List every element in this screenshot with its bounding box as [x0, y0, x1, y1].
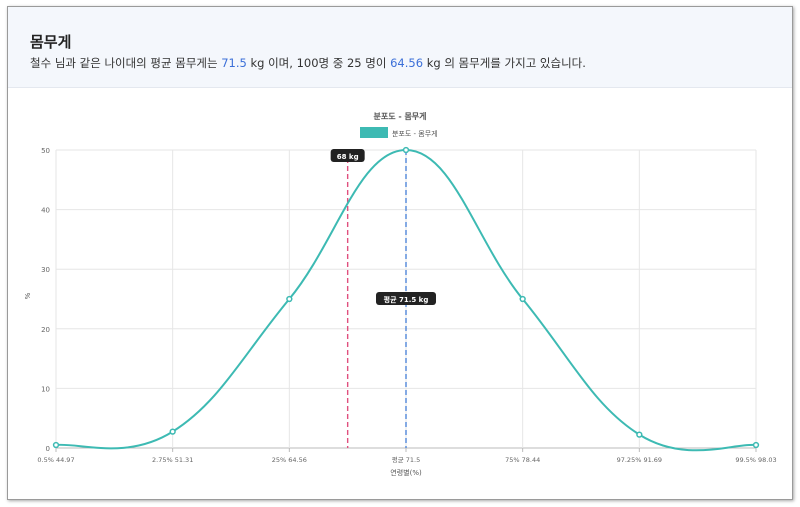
mean-weight-value: 71.5	[221, 56, 247, 70]
chart-title: 분포도 - 몸무게	[373, 111, 426, 121]
user-tag-label: 68 kg	[337, 153, 359, 161]
x-tick-label: 25% 64.56	[272, 456, 307, 464]
data-points	[52, 146, 760, 449]
x-tick-label: 2.75% 51.31	[152, 456, 193, 464]
data-point	[519, 295, 526, 303]
y-tick-label: 0	[46, 445, 50, 453]
legend-label: 분포도 - 몸무게	[392, 129, 438, 138]
data-point	[52, 441, 60, 449]
desc-mid: kg 이며, 100명 중 25 명이	[246, 56, 391, 70]
data-point	[636, 431, 643, 438]
data-point	[752, 441, 760, 449]
annotation-tags: 68 kg 평균 71.5 kg	[330, 149, 436, 305]
y-tick-label: 20	[41, 326, 50, 334]
user-tag-bg	[330, 149, 365, 162]
description-text: 철수 님과 같은 나이대의 평균 몸무게는 71.5 kg 이며, 100명 중…	[30, 55, 586, 71]
user-weight-value: 64.56	[390, 56, 424, 70]
x-tick-label: 평균 71.5	[392, 455, 421, 464]
data-point	[402, 146, 410, 154]
x-tick-label: 99.5% 98.03	[735, 456, 776, 464]
data-point	[286, 295, 293, 303]
x-axis-label: 연령별(%)	[390, 468, 422, 477]
desc-suffix: kg 의 몸무게를 가지고 있습니다.	[423, 56, 586, 70]
y-tick-labels: 0 10 20 30 40 50	[41, 147, 50, 453]
y-tick-label: 10	[41, 385, 50, 393]
x-tick-label: 75% 78.44	[505, 456, 540, 464]
mean-tag-label: 평균 71.5 kg	[384, 295, 429, 304]
y-axis-label: %	[24, 292, 32, 299]
chart-area: 분포도 - 몸무게 분포도 - 몸무게 % 연령별(%) 0 10 20 30 40 50…	[8, 87, 792, 499]
y-tick-label: 40	[41, 207, 50, 215]
desc-prefix: 철수 님과 같은 나이대의 평균 몸무게는	[30, 56, 222, 70]
y-tick-label: 30	[41, 266, 50, 274]
y-tick-label: 50	[41, 147, 50, 155]
card-header: 몸무게 철수 님과 같은 나이대의 평균 몸무게는 71.5 kg 이며, 10…	[8, 7, 792, 88]
page-title: 몸무게	[30, 33, 72, 51]
x-tick-label: 97.25% 91.69	[617, 456, 662, 464]
legend-swatch[interactable]	[360, 127, 388, 138]
report-card: 몸무게 철수 님과 같은 나이대의 평균 몸무게는 71.5 kg 이며, 10…	[7, 6, 793, 500]
mean-tag-bg	[376, 292, 436, 305]
data-point	[169, 428, 176, 435]
distribution-chart: 분포도 - 몸무게 분포도 - 몸무게 % 연령별(%) 0 10 20 30 40 50…	[24, 111, 777, 477]
x-tick-labels: 0.5% 44.97 2.75% 51.31 25% 64.56 평균 71.5 75%…	[37, 455, 776, 464]
x-tick-label: 0.5% 44.97	[37, 456, 74, 464]
